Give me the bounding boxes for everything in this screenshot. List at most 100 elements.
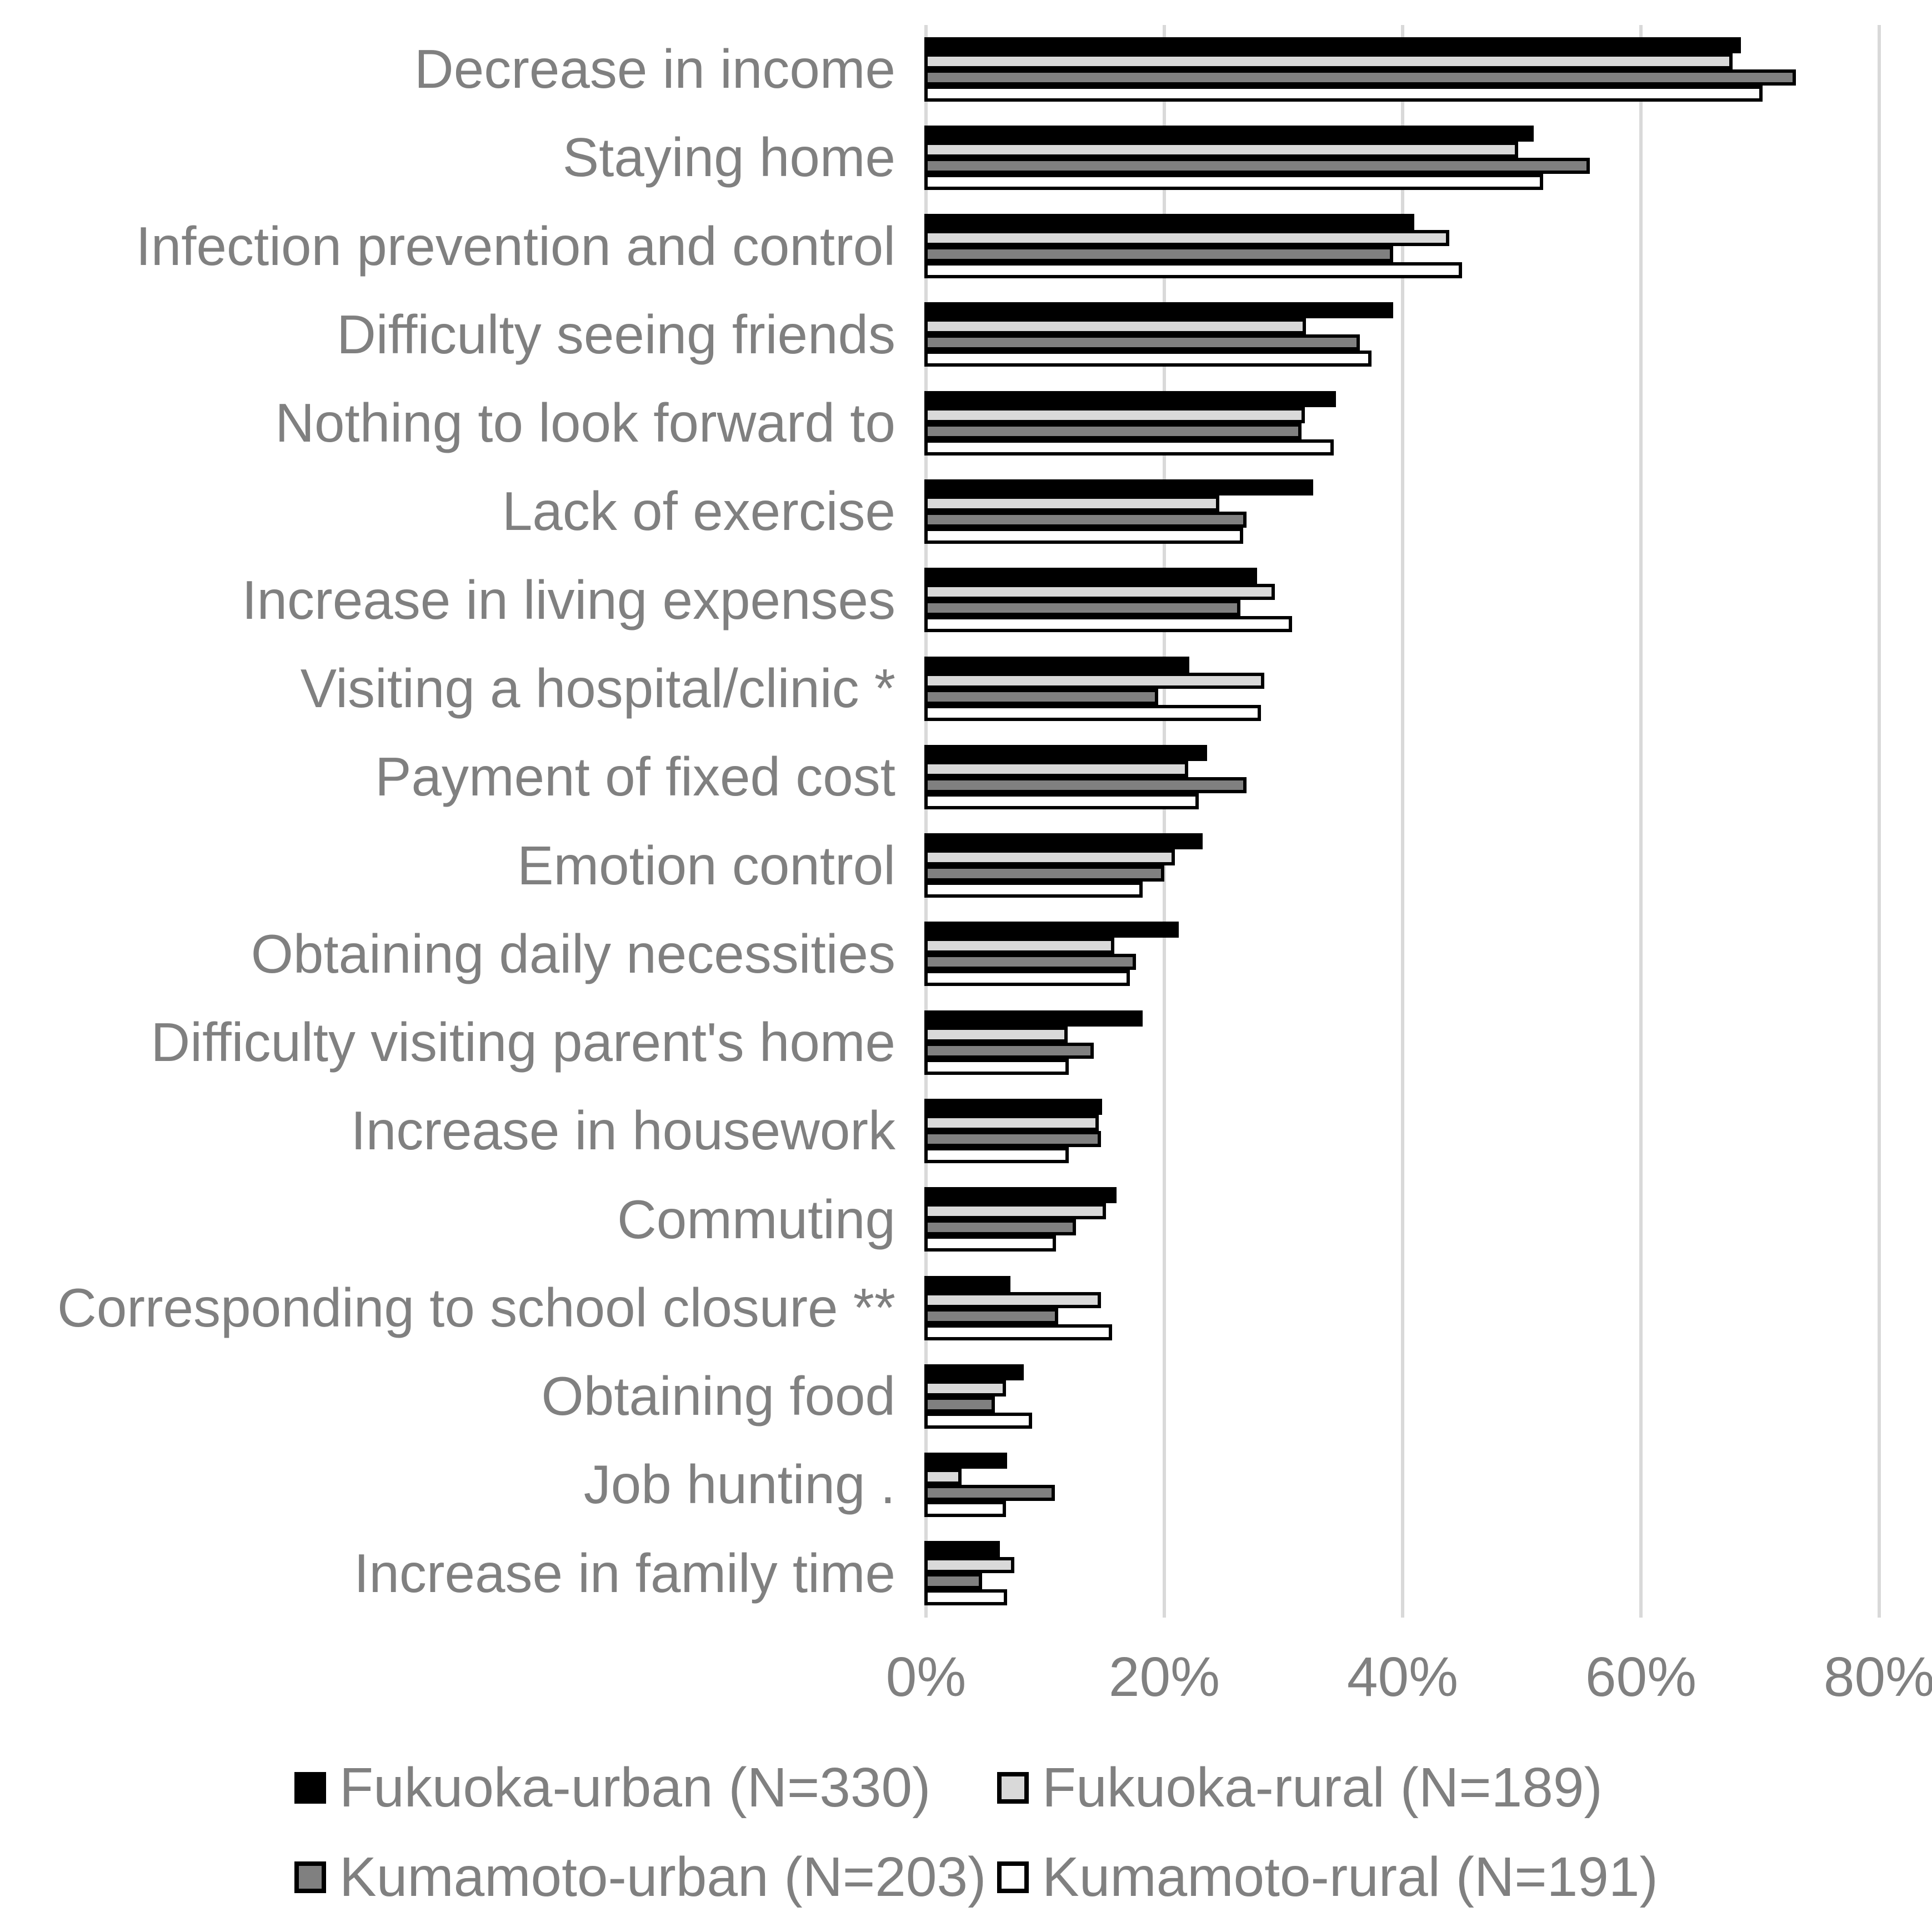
bar-kumamoto-rural bbox=[924, 351, 1372, 367]
bar-kumamoto-rural bbox=[924, 1589, 1007, 1606]
bar-kumamoto-urban bbox=[924, 1219, 1077, 1236]
bar-fukuoka-urban bbox=[924, 37, 1741, 53]
category-label: Increase in family time bbox=[354, 1542, 895, 1604]
legend-item: Kumamoto-rural (N=191) bbox=[997, 1844, 1658, 1910]
bar-fukuoka-urban bbox=[924, 568, 1258, 584]
bar-fukuoka-rural bbox=[924, 495, 1219, 512]
category-label: Emotion control bbox=[517, 834, 895, 896]
bar-kumamoto-rural bbox=[924, 1324, 1112, 1340]
bar-fukuoka-rural bbox=[924, 1292, 1102, 1308]
bar-fukuoka-urban bbox=[924, 922, 1179, 938]
bar-fukuoka-urban bbox=[924, 391, 1336, 407]
gridline bbox=[1639, 25, 1643, 1618]
bar-fukuoka-urban bbox=[924, 1364, 1024, 1380]
bar-kumamoto-urban bbox=[924, 777, 1247, 793]
category-label: Obtaining food bbox=[541, 1365, 895, 1427]
bar-fukuoka-urban bbox=[924, 302, 1393, 319]
bar-kumamoto-urban bbox=[924, 1573, 982, 1590]
bar-kumamoto-urban bbox=[924, 334, 1360, 351]
bar-fukuoka-urban bbox=[924, 214, 1415, 231]
bar-fukuoka-rural bbox=[924, 141, 1519, 158]
legend-item: Fukuoka-urban (N=330) bbox=[294, 1754, 930, 1821]
bar-fukuoka-urban bbox=[924, 479, 1314, 496]
gridline bbox=[924, 25, 928, 1618]
bar-kumamoto-urban bbox=[924, 246, 1393, 263]
x-axis-tick-label: 20% bbox=[1108, 1646, 1220, 1708]
bar-fukuoka-urban bbox=[924, 1187, 1117, 1204]
legend-swatch bbox=[997, 1771, 1029, 1804]
category-label: Payment of fixed cost bbox=[375, 746, 895, 808]
bar-fukuoka-rural bbox=[924, 318, 1307, 335]
bar-kumamoto-urban bbox=[924, 1130, 1102, 1147]
gridline bbox=[1878, 25, 1881, 1618]
bar-kumamoto-rural bbox=[924, 882, 1143, 898]
bar-kumamoto-urban bbox=[924, 1396, 995, 1413]
bar-fukuoka-rural bbox=[924, 53, 1733, 69]
bar-fukuoka-rural bbox=[924, 938, 1114, 954]
bar-kumamoto-urban bbox=[924, 69, 1796, 86]
legend-label: Kumamoto-rural (N=191) bbox=[1042, 1845, 1658, 1908]
legend-swatch bbox=[294, 1861, 326, 1893]
bar-kumamoto-rural bbox=[924, 1501, 1006, 1518]
bar-fukuoka-rural bbox=[924, 672, 1265, 689]
gridline bbox=[1163, 25, 1166, 1618]
category-label: Nothing to look forward to bbox=[275, 392, 895, 454]
legend-swatch bbox=[997, 1861, 1029, 1893]
legend-item: Kumamoto-urban (N=203) bbox=[294, 1844, 986, 1910]
bar-fukuoka-urban bbox=[924, 1010, 1143, 1027]
category-label: Infection prevention and control bbox=[136, 215, 895, 277]
bar-fukuoka-rural bbox=[924, 407, 1305, 423]
bar-kumamoto-rural bbox=[924, 616, 1292, 633]
bar-kumamoto-urban bbox=[924, 865, 1164, 882]
bar-fukuoka-urban bbox=[924, 1275, 1011, 1292]
bar-fukuoka-urban bbox=[924, 744, 1208, 761]
legend-item: Fukuoka-rural (N=189) bbox=[997, 1754, 1603, 1821]
legend-label: Fukuoka-rural (N=189) bbox=[1042, 1756, 1603, 1819]
bar-kumamoto-rural bbox=[924, 85, 1763, 102]
legend-label: Kumamoto-urban (N=203) bbox=[339, 1845, 987, 1908]
bar-fukuoka-urban bbox=[924, 656, 1190, 673]
x-axis-tick-label: 40% bbox=[1347, 1646, 1459, 1708]
x-axis-tick-label: 60% bbox=[1585, 1646, 1697, 1708]
bar-kumamoto-urban bbox=[924, 512, 1247, 528]
bar-fukuoka-rural bbox=[924, 1557, 1014, 1574]
bar-kumamoto-rural bbox=[924, 970, 1130, 987]
bar-kumamoto-rural bbox=[924, 1412, 1032, 1429]
x-axis-tick-label: 0% bbox=[885, 1646, 967, 1708]
bar-fukuoka-urban bbox=[924, 125, 1534, 142]
bar-kumamoto-urban bbox=[924, 1485, 1055, 1501]
bar-kumamoto-urban bbox=[924, 1308, 1059, 1324]
category-label: Lack of exercise bbox=[502, 480, 895, 542]
bar-fukuoka-urban bbox=[924, 833, 1203, 850]
bar-fukuoka-rural bbox=[924, 849, 1175, 866]
bar-fukuoka-urban bbox=[924, 1098, 1103, 1115]
category-label: Job hunting . bbox=[583, 1454, 895, 1515]
bar-fukuoka-rural bbox=[924, 1469, 962, 1485]
category-label: Difficulty visiting parent's home bbox=[151, 1012, 895, 1073]
bar-fukuoka-urban bbox=[924, 1453, 1007, 1469]
gridline bbox=[1401, 25, 1404, 1618]
category-label: Corresponding to school closure ** bbox=[57, 1277, 895, 1338]
bar-kumamoto-rural bbox=[924, 173, 1544, 190]
bar-kumamoto-rural bbox=[924, 262, 1463, 279]
bar-fukuoka-rural bbox=[924, 1114, 1099, 1131]
category-label: Visiting a hospital/clinic * bbox=[300, 657, 895, 719]
bar-kumamoto-rural bbox=[924, 793, 1199, 809]
legend-label: Fukuoka-urban (N=330) bbox=[339, 1756, 931, 1819]
bar-fukuoka-urban bbox=[924, 1541, 1000, 1558]
bar-fukuoka-rural bbox=[924, 584, 1275, 600]
bar-fukuoka-rural bbox=[924, 1380, 1006, 1397]
bar-kumamoto-urban bbox=[924, 954, 1136, 970]
bar-kumamoto-rural bbox=[924, 704, 1261, 721]
bar-kumamoto-rural bbox=[924, 1235, 1056, 1252]
bar-fukuoka-rural bbox=[924, 1203, 1106, 1220]
category-label: Staying home bbox=[562, 127, 895, 188]
bar-kumamoto-urban bbox=[924, 600, 1241, 617]
bar-kumamoto-urban bbox=[924, 1042, 1094, 1059]
x-axis-tick-label: 80% bbox=[1823, 1646, 1932, 1708]
category-label: Difficulty seeing friends bbox=[337, 303, 895, 365]
category-label: Increase in living expenses bbox=[242, 569, 895, 630]
bar-fukuoka-rural bbox=[924, 1026, 1068, 1043]
bar-fukuoka-rural bbox=[924, 760, 1188, 777]
